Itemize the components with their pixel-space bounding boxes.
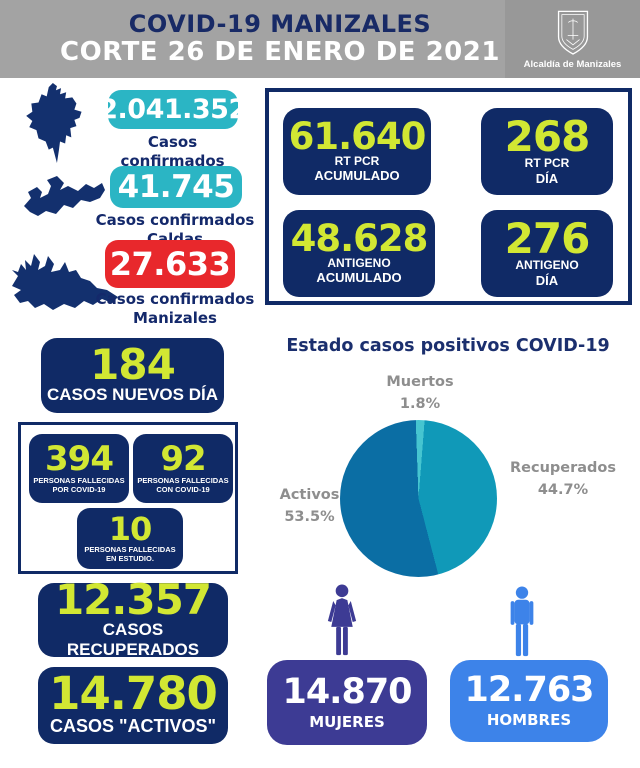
deaths-con-covid-label: PERSONAS FALLECIDAS CON COVID-19 [137,475,229,494]
rtpcr-dia-label: RT PCR DÍA [524,156,570,186]
logo-caption: Alcaldía de Manizales [523,58,622,70]
header-titles: COVID-19 MANIZALES CORTE 26 DE ENERO DE … [0,10,560,67]
new-cases-label: CASOS NUEVOS DÍA [47,385,218,405]
pie-chart [340,420,497,577]
women-value: 14.870 [282,671,412,712]
men-card: 12.763 HOMBRES [450,660,608,742]
pie-chart-title: Estado casos positivos COVID-19 [286,336,610,356]
stat-caldas-value: 41.745 [110,166,242,208]
recovered-value: 12.357 [54,574,212,624]
antigeno-dia-card: 276 ANTIGENO DÍA [481,210,613,297]
pie-label-activos: Activos 53.5% [279,487,340,525]
recovered-label: CASOS RECUPERADOS [66,619,200,659]
new-cases-card: 184 CASOS NUEVOS DÍA [41,338,224,413]
new-cases-value: 184 [90,340,176,390]
pie-label-recuperados: Recuperados 44.7% [509,460,617,498]
rtpcr-acumulado-value: 61.640 [288,114,427,158]
rtpcr-dia-card: 268 RT PCR DÍA [481,108,613,195]
header: COVID-19 MANIZALES CORTE 26 DE ENERO DE … [0,0,640,78]
stat-colombia-value: 2.041.352 [99,90,247,129]
antigeno-acumulado-card: 48.628 ANTIGENO ACUMULADO [283,210,435,297]
rtpcr-acumulado-label: RT PCR ACUMULADO [314,154,400,184]
deaths-con-covid-value: 92 [160,439,206,480]
deaths-en-estudio-value: 10 [108,510,153,549]
page-title: COVID-19 MANIZALES [128,10,432,38]
colombia-map-icon [22,82,96,164]
man-icon [503,586,541,658]
active-value: 14.780 [49,667,218,721]
logo-panel: Alcaldía de Manizales [505,0,640,78]
rtpcr-acumulado-card: 61.640 RT PCR ACUMULADO [283,108,431,195]
caldas-map-icon [16,170,108,234]
deaths-con-covid-card: 92 PERSONAS FALLECIDAS CON COVID-19 [133,434,233,503]
woman-icon [320,584,364,658]
deaths-por-covid-card: 394 PERSONAS FALLECIDAS POR COVID-19 [29,434,129,503]
deaths-por-covid-value: 394 [45,439,114,480]
manizales-map-icon [4,246,122,324]
antigeno-dia-label: ANTIGENO DÍA [515,258,579,288]
stat-manizales-caption: Casos confirmados Manizales [95,290,255,327]
women-card: 14.870 MUJERES [267,660,427,745]
deaths-en-estudio-label: PERSONAS FALLECIDAS EN ESTUDIO. [84,544,176,563]
page-subtitle: CORTE 26 DE ENERO DE 2021 [60,37,500,67]
stat-manizales-value: 27.633 [105,240,235,288]
antigeno-dia-value: 276 [504,213,591,263]
recovered-card: 12.357 CASOS RECUPERADOS [38,574,228,659]
rtpcr-dia-value: 268 [504,111,591,161]
deaths-panel: 394 PERSONAS FALLECIDAS POR COVID-19 92 … [18,422,238,574]
deaths-por-covid-label: PERSONAS FALLECIDAS POR COVID-19 [33,475,125,494]
men-value: 12.763 [464,670,594,710]
men-label: HOMBRES [486,711,572,729]
active-label: CASOS "ACTIVOS" [49,716,217,737]
tests-panel: 61.640 RT PCR ACUMULADO 268 RT PCR DÍA 4… [265,88,632,305]
active-card: 14.780 CASOS "ACTIVOS" [38,667,228,744]
women-label: MUJERES [309,712,385,731]
pie-label-muertos: Muertos 1.8% [386,374,454,412]
alcaldia-shield-icon [552,9,594,57]
antigeno-acumulado-label: ANTIGENO ACUMULADO [316,256,402,286]
antigeno-acumulado-value: 48.628 [290,216,429,260]
deaths-en-estudio-card: 10 PERSONAS FALLECIDAS EN ESTUDIO. [77,508,183,569]
